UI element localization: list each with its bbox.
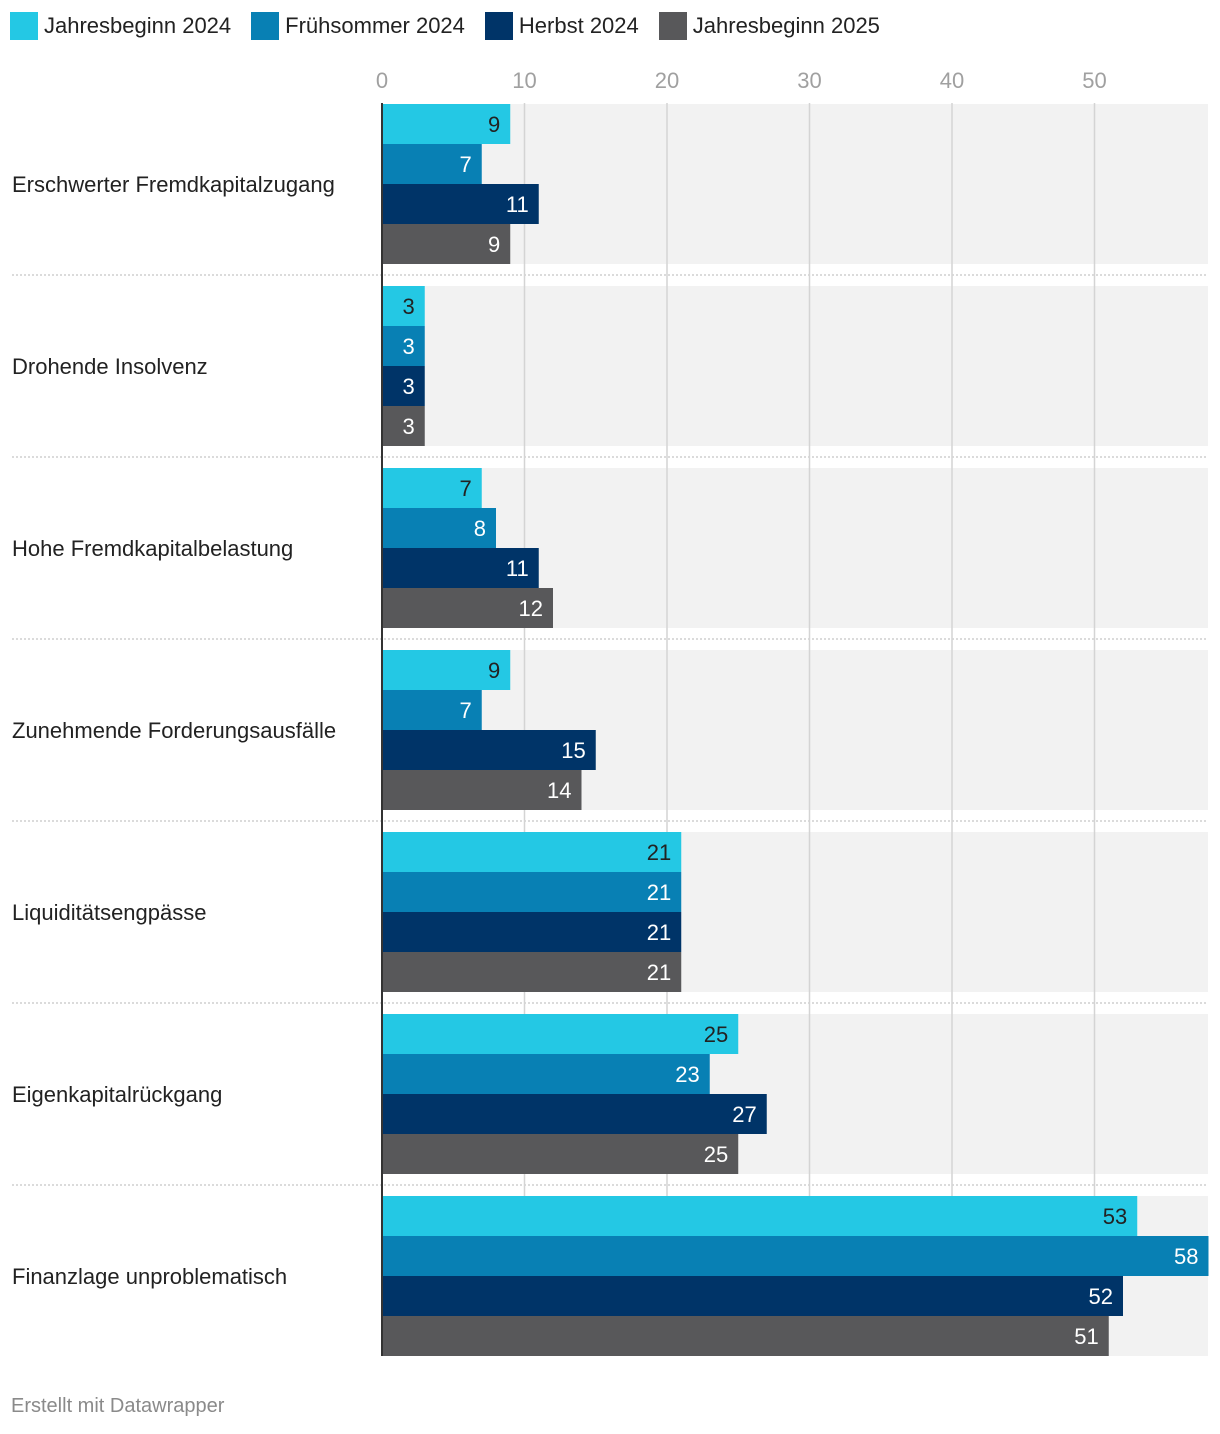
bar-value-label: 11 <box>506 192 529 217</box>
bar-value-label: 7 <box>460 476 472 501</box>
bar-value-label: 21 <box>647 840 671 865</box>
x-tick-label: 0 <box>376 68 388 93</box>
x-tick-label: 30 <box>797 68 821 93</box>
bar-value-label: 9 <box>488 658 500 683</box>
bar-value-label: 7 <box>460 698 472 723</box>
category-label: Zunehmende Forderungsausfälle <box>12 718 336 743</box>
bar-value-label: 3 <box>403 294 415 319</box>
bar-value-label: 25 <box>704 1022 728 1047</box>
category-label: Finanzlage unproblematisch <box>12 1264 287 1289</box>
x-tick-label: 50 <box>1082 68 1106 93</box>
category-label: Liquiditätsengpässe <box>12 900 206 925</box>
category-label: Drohende Insolvenz <box>12 354 208 379</box>
bar-value-label: 14 <box>547 778 571 803</box>
bar <box>382 1236 1209 1276</box>
bar-value-label: 3 <box>403 414 415 439</box>
category-label: Erschwerter Fremdkapitalzugang <box>12 172 335 197</box>
bar-value-label: 21 <box>647 880 671 905</box>
bar-value-label: 3 <box>403 334 415 359</box>
bar-value-label: 7 <box>460 152 472 177</box>
bar-value-label: 15 <box>561 738 585 763</box>
bar-value-label: 52 <box>1089 1284 1113 1309</box>
bar-value-label: 8 <box>474 516 486 541</box>
bar <box>382 872 681 912</box>
bar <box>382 1276 1123 1316</box>
bar-value-label: 25 <box>704 1142 728 1167</box>
x-tick-label: 10 <box>512 68 536 93</box>
bar-value-label: 9 <box>488 232 500 257</box>
footer-credit: Erstellt mit Datawrapper <box>11 1395 224 1418</box>
bar <box>382 1196 1137 1236</box>
bar-value-label: 27 <box>732 1102 756 1127</box>
bar <box>382 1094 767 1134</box>
bar <box>382 832 681 872</box>
x-tick-label: 40 <box>940 68 964 93</box>
bar <box>382 912 681 952</box>
bar-chart: 0 10 20 30 40 50 Erschwerter Fremdkapitalzugan… <box>0 0 1220 1380</box>
bar-value-label: 9 <box>488 112 500 137</box>
bar-value-label: 21 <box>647 960 671 985</box>
bar <box>382 952 681 992</box>
bar-value-label: 3 <box>403 374 415 399</box>
bar-value-label: 12 <box>519 596 543 621</box>
bar <box>382 1014 738 1054</box>
bar <box>382 1316 1109 1356</box>
bar-value-label: 11 <box>506 556 529 581</box>
row-background <box>382 286 1208 446</box>
x-tick-label: 20 <box>655 68 679 93</box>
bar <box>382 1134 738 1174</box>
bar <box>382 1054 710 1094</box>
category-label: Hohe Fremdkapitalbelastung <box>12 536 293 561</box>
bar-value-label: 21 <box>647 920 671 945</box>
bar-value-label: 53 <box>1103 1204 1127 1229</box>
bar-value-label: 58 <box>1174 1244 1198 1269</box>
bar-value-label: 51 <box>1074 1324 1098 1349</box>
bar-value-label: 23 <box>675 1062 699 1087</box>
category-label: Eigenkapitalrückgang <box>12 1082 222 1107</box>
